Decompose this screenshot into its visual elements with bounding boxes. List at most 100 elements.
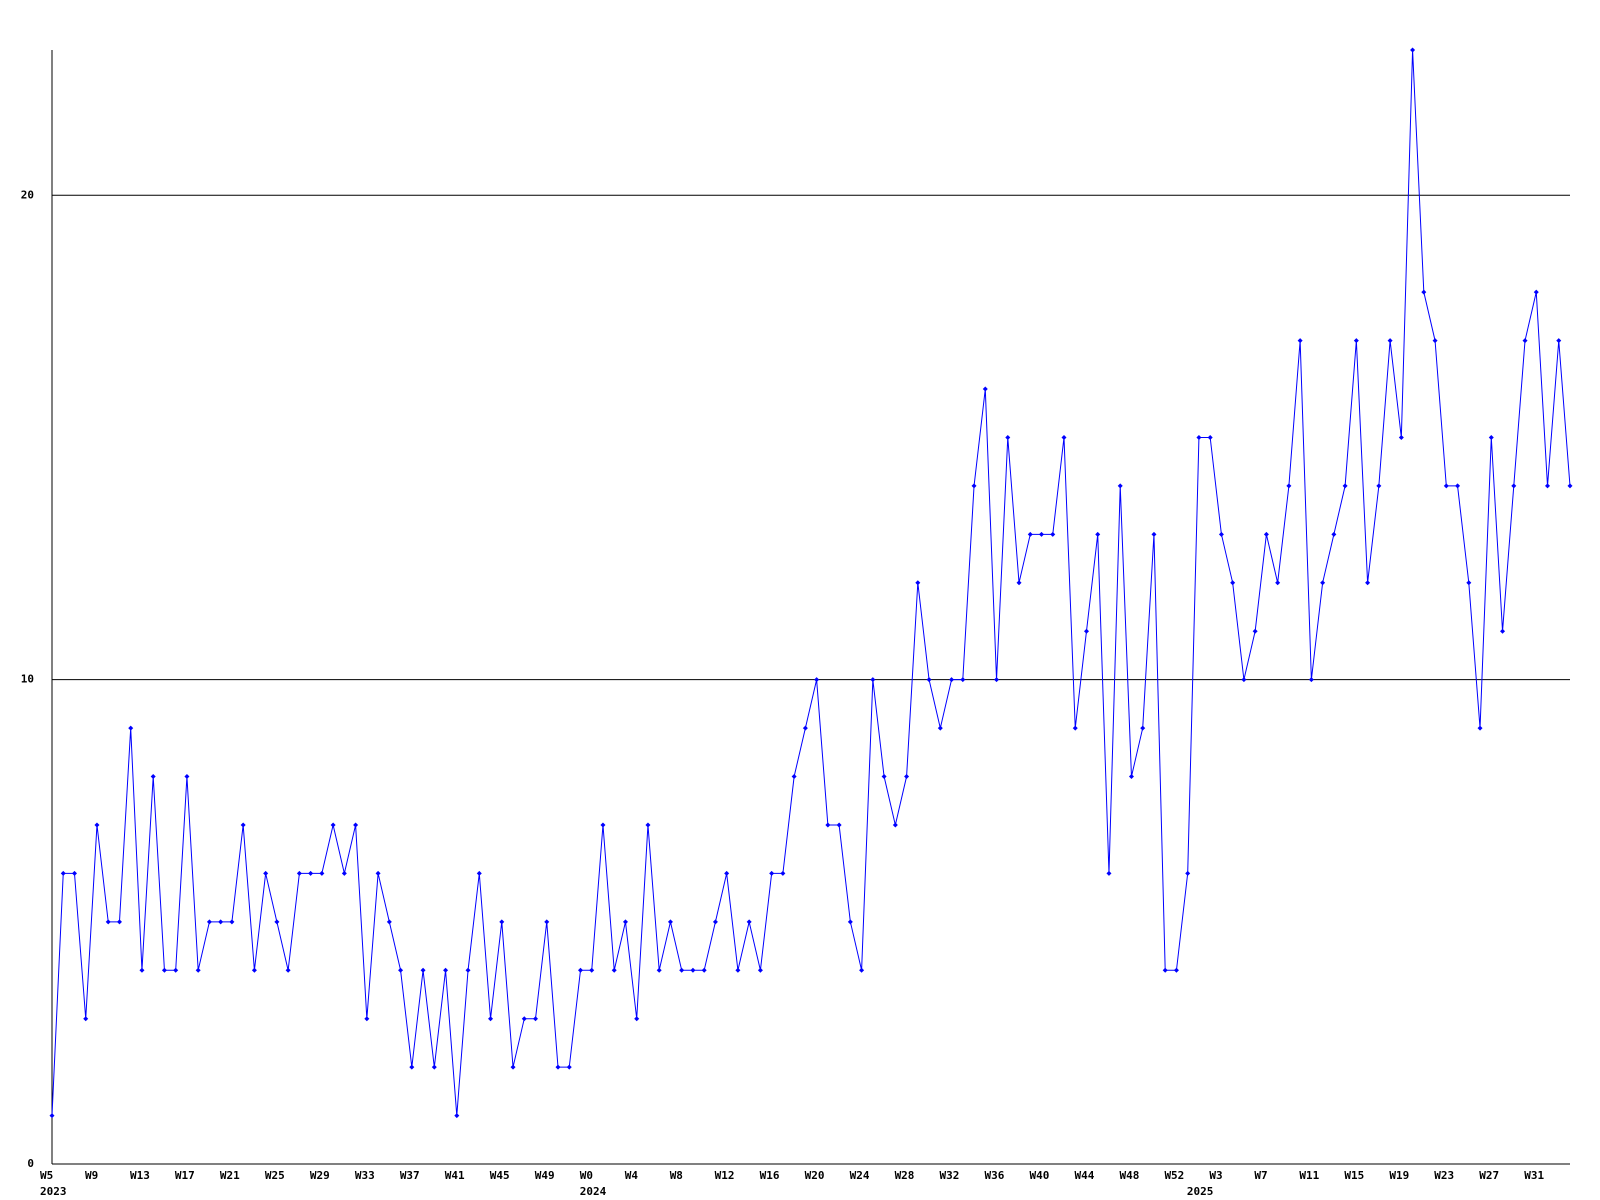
data-point xyxy=(105,919,111,925)
data-point xyxy=(443,967,449,973)
data-point xyxy=(341,870,347,876)
data-point xyxy=(1106,870,1112,876)
data-point xyxy=(1488,434,1494,440)
x-tick-label: W9 xyxy=(85,1169,98,1182)
data-point xyxy=(1567,483,1573,489)
data-point xyxy=(173,967,179,973)
data-point xyxy=(1331,531,1337,537)
x-tick-label: W16 xyxy=(760,1169,780,1182)
data-point xyxy=(1072,725,1078,731)
x-tick-label: W37 xyxy=(400,1169,420,1182)
data-point xyxy=(791,774,797,780)
data-point xyxy=(836,822,842,828)
data-point xyxy=(83,1016,89,1022)
data-point xyxy=(184,774,190,780)
data-point xyxy=(1500,628,1506,634)
x-tick-label: W17 xyxy=(175,1169,195,1182)
data-point xyxy=(1320,580,1326,586)
data-point xyxy=(1252,628,1258,634)
data-point xyxy=(982,386,988,392)
data-point xyxy=(1556,338,1562,344)
data-point xyxy=(296,870,302,876)
data-point xyxy=(735,967,741,973)
data-point xyxy=(386,919,392,925)
data-point xyxy=(994,677,1000,683)
data-point xyxy=(1061,434,1067,440)
data-point xyxy=(285,967,291,973)
data-point xyxy=(319,870,325,876)
data-point xyxy=(1218,531,1224,537)
data-point xyxy=(1039,531,1045,537)
x-tick-label: W0 xyxy=(580,1169,593,1182)
y-tick-label: 10 xyxy=(21,673,34,686)
x-tick-label: W19 xyxy=(1389,1169,1409,1182)
data-point xyxy=(690,967,696,973)
data-point xyxy=(1410,47,1416,53)
data-point xyxy=(937,725,943,731)
data-point xyxy=(465,967,471,973)
data-point xyxy=(634,1016,640,1022)
x-tick-label: W23 xyxy=(1434,1169,1454,1182)
x-tick-label: W7 xyxy=(1254,1169,1267,1182)
data-point xyxy=(746,919,752,925)
data-point xyxy=(769,870,775,876)
data-point xyxy=(577,967,583,973)
data-point xyxy=(510,1064,516,1070)
x-tick-label: W48 xyxy=(1119,1169,1139,1182)
x-tick-label: W8 xyxy=(670,1169,683,1182)
data-point xyxy=(128,725,134,731)
data-point xyxy=(499,919,505,925)
data-point xyxy=(274,919,280,925)
data-point xyxy=(1128,774,1134,780)
x-tick-label: W45 xyxy=(490,1169,510,1182)
x-tick-label: W40 xyxy=(1030,1169,1050,1182)
x-tick-label: W24 xyxy=(850,1169,870,1182)
data-point xyxy=(1050,531,1056,537)
data-point xyxy=(667,919,673,925)
data-point xyxy=(218,919,224,925)
data-point xyxy=(825,822,831,828)
data-point xyxy=(454,1113,460,1119)
x-tick-label: W21 xyxy=(220,1169,240,1182)
data-point xyxy=(1286,483,1292,489)
x-tick-label: W31 xyxy=(1524,1169,1544,1182)
x-tick-label: W33 xyxy=(355,1169,375,1182)
x-tick-label: W44 xyxy=(1074,1169,1094,1182)
data-point xyxy=(780,870,786,876)
data-point xyxy=(1455,483,1461,489)
data-point xyxy=(1196,434,1202,440)
data-point xyxy=(330,822,336,828)
data-point xyxy=(398,967,404,973)
data-point xyxy=(724,870,730,876)
x-tick-label: W29 xyxy=(310,1169,330,1182)
data-point xyxy=(353,822,359,828)
data-point xyxy=(566,1064,572,1070)
x-tick-label: W32 xyxy=(940,1169,960,1182)
data-point xyxy=(904,774,910,780)
data-point xyxy=(892,822,898,828)
data-point xyxy=(1421,289,1427,295)
data-point xyxy=(1308,677,1314,683)
data-point xyxy=(1353,338,1359,344)
data-point xyxy=(1005,434,1011,440)
data-point xyxy=(1140,725,1146,731)
data-point xyxy=(859,967,865,973)
data-point xyxy=(1376,483,1382,489)
data-point xyxy=(60,870,66,876)
data-point xyxy=(1387,338,1393,344)
data-point xyxy=(1545,483,1551,489)
x-tick-label: W4 xyxy=(625,1169,639,1182)
data-point xyxy=(1398,434,1404,440)
data-point xyxy=(971,483,977,489)
data-point xyxy=(364,1016,370,1022)
data-point xyxy=(1027,531,1033,537)
data-point xyxy=(206,919,212,925)
data-point xyxy=(49,1113,55,1119)
data-point xyxy=(1466,580,1472,586)
data-point xyxy=(600,822,606,828)
data-point xyxy=(1432,338,1438,344)
data-point xyxy=(1173,967,1179,973)
data-point xyxy=(926,677,932,683)
x-tick-label: W28 xyxy=(895,1169,915,1182)
